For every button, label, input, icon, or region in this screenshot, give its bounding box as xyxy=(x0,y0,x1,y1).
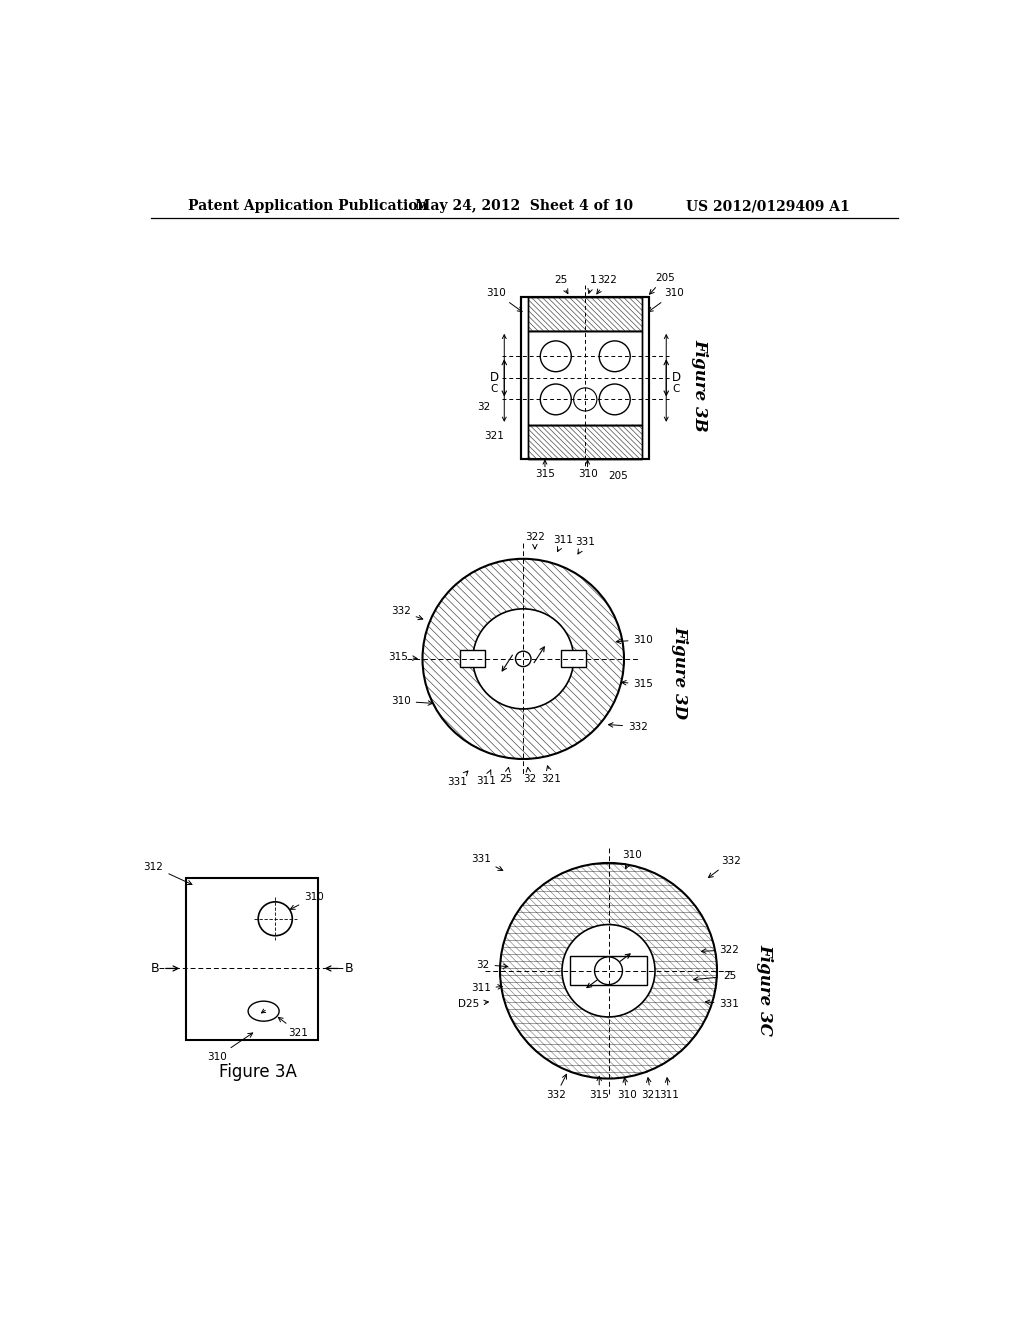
Text: 310: 310 xyxy=(617,1077,637,1101)
Text: D: D xyxy=(489,371,499,384)
Text: C: C xyxy=(673,384,680,393)
Text: C: C xyxy=(490,384,498,393)
Bar xyxy=(521,297,649,459)
Text: 331: 331 xyxy=(706,999,739,1008)
Bar xyxy=(569,956,647,985)
Bar xyxy=(528,331,642,425)
Text: 322: 322 xyxy=(701,945,739,954)
Text: 1: 1 xyxy=(588,275,597,293)
Circle shape xyxy=(599,384,630,414)
Text: 322: 322 xyxy=(597,275,616,294)
Text: 332: 332 xyxy=(709,855,741,878)
Bar xyxy=(528,331,642,425)
Text: D25: D25 xyxy=(459,999,488,1008)
Circle shape xyxy=(541,341,571,372)
Text: 310: 310 xyxy=(648,288,684,312)
Text: Figure 3A: Figure 3A xyxy=(219,1064,297,1081)
Text: 332: 332 xyxy=(608,722,648,731)
Text: 331: 331 xyxy=(471,854,503,870)
Text: 321: 321 xyxy=(484,430,504,441)
Text: 311: 311 xyxy=(471,983,503,994)
Text: 331: 331 xyxy=(575,537,595,554)
Text: 311: 311 xyxy=(554,535,573,552)
Text: 312: 312 xyxy=(143,862,191,884)
Text: 310: 310 xyxy=(578,469,597,479)
Bar xyxy=(186,878,317,1040)
Text: 310: 310 xyxy=(616,635,653,644)
Text: Figure 3D: Figure 3D xyxy=(672,626,688,719)
Text: 310: 310 xyxy=(291,892,324,909)
Text: 315: 315 xyxy=(388,652,417,661)
Text: 205: 205 xyxy=(608,471,628,480)
Text: D: D xyxy=(672,371,681,384)
Text: US 2012/0129409 A1: US 2012/0129409 A1 xyxy=(686,199,850,213)
Text: 25: 25 xyxy=(693,972,736,981)
Text: 32: 32 xyxy=(476,960,508,970)
Text: 322: 322 xyxy=(525,532,545,549)
Text: Patent Application Publication: Patent Application Publication xyxy=(188,199,428,213)
Bar xyxy=(528,425,642,459)
Text: 332: 332 xyxy=(546,1074,566,1101)
Text: 25: 25 xyxy=(554,275,568,293)
Text: 311: 311 xyxy=(659,1077,679,1101)
Text: 32: 32 xyxy=(523,767,537,784)
Bar xyxy=(528,297,642,331)
Text: 25: 25 xyxy=(500,767,513,784)
Text: 315: 315 xyxy=(589,1076,609,1101)
Circle shape xyxy=(573,388,597,411)
Text: 321: 321 xyxy=(641,1077,662,1101)
Text: B: B xyxy=(151,962,160,975)
Text: 315: 315 xyxy=(622,680,653,689)
Text: 331: 331 xyxy=(447,771,468,787)
Ellipse shape xyxy=(248,1001,280,1022)
Text: Figure 3C: Figure 3C xyxy=(757,944,773,1036)
Text: 332: 332 xyxy=(391,606,423,619)
Text: 310: 310 xyxy=(486,288,522,312)
Circle shape xyxy=(562,924,655,1016)
Circle shape xyxy=(473,609,573,709)
Text: 310: 310 xyxy=(391,696,432,706)
Text: 321: 321 xyxy=(542,766,561,784)
Text: 310: 310 xyxy=(207,1034,253,1063)
Text: 321: 321 xyxy=(279,1018,308,1038)
Text: 32: 32 xyxy=(477,403,490,412)
Circle shape xyxy=(595,957,623,985)
Text: 315: 315 xyxy=(535,469,555,479)
Bar xyxy=(528,425,642,459)
Bar xyxy=(461,651,485,668)
Text: 311: 311 xyxy=(476,770,496,785)
Text: 310: 310 xyxy=(622,850,642,869)
Bar xyxy=(561,651,586,668)
Text: Figure 3B: Figure 3B xyxy=(691,339,708,432)
Text: May 24, 2012  Sheet 4 of 10: May 24, 2012 Sheet 4 of 10 xyxy=(415,199,633,213)
Text: 205: 205 xyxy=(649,273,675,294)
Circle shape xyxy=(541,384,571,414)
Circle shape xyxy=(258,902,292,936)
Circle shape xyxy=(599,341,630,372)
Text: B: B xyxy=(344,962,353,975)
Bar xyxy=(528,297,642,331)
Bar xyxy=(521,297,649,459)
